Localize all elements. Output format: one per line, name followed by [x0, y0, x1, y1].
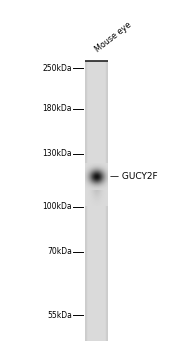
Text: 100kDa: 100kDa — [42, 202, 72, 211]
Text: 130kDa: 130kDa — [42, 149, 72, 159]
Text: — GUCY2F: — GUCY2F — [110, 172, 158, 181]
Text: 55kDa: 55kDa — [47, 310, 72, 320]
Text: 250kDa: 250kDa — [42, 64, 72, 73]
Text: 70kDa: 70kDa — [47, 247, 72, 257]
Text: Mouse eye: Mouse eye — [93, 21, 133, 54]
Text: 180kDa: 180kDa — [42, 104, 72, 113]
